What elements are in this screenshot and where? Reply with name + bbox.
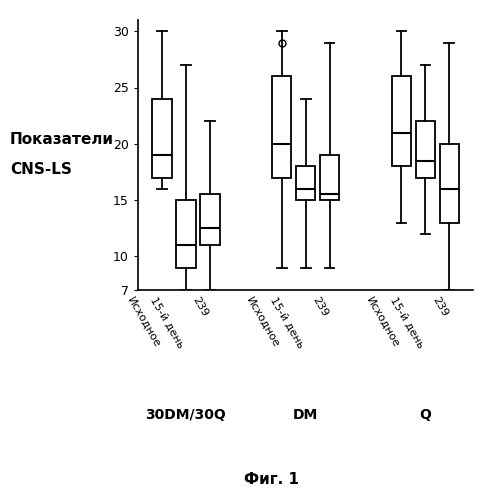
PathPatch shape	[440, 144, 459, 222]
Text: CNS-LS: CNS-LS	[10, 162, 72, 178]
Text: Фиг. 1: Фиг. 1	[244, 472, 299, 488]
PathPatch shape	[296, 166, 316, 200]
PathPatch shape	[200, 194, 219, 245]
PathPatch shape	[320, 155, 339, 200]
Text: Показатели: Показатели	[10, 132, 114, 148]
PathPatch shape	[152, 99, 172, 178]
PathPatch shape	[272, 76, 291, 178]
PathPatch shape	[416, 121, 435, 178]
Text: 30DM/30Q: 30DM/30Q	[145, 408, 226, 422]
PathPatch shape	[392, 76, 411, 166]
Text: DM: DM	[293, 408, 318, 422]
Text: Q: Q	[420, 408, 431, 422]
PathPatch shape	[176, 200, 196, 268]
